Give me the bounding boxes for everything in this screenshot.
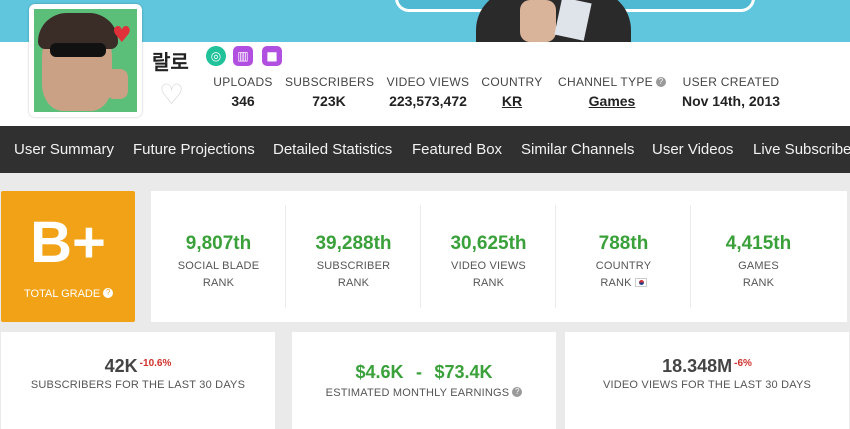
total-grade-value: B+ (30, 210, 106, 275)
rank-label: SUBSCRIBER (316, 260, 391, 272)
card-label: VIDEO VIEWS FOR THE LAST 30 DAYS (602, 379, 812, 391)
avatar-glasses (50, 43, 106, 57)
avatar-thumb (106, 69, 128, 99)
target-icon[interactable]: ◎ (206, 46, 226, 66)
video-icon[interactable]: ■ (262, 46, 282, 66)
rank-video-views: 30,625th VIDEO VIEWS RANK (421, 191, 556, 322)
rank-label: RANK (337, 277, 370, 289)
rank-label: RANK (600, 277, 632, 289)
rank-value: 30,625th (450, 233, 527, 254)
nav-user-videos[interactable]: User Videos (652, 141, 734, 158)
help-icon[interactable]: ? (512, 387, 523, 397)
divider (285, 205, 286, 308)
rank-label: RANK (202, 277, 235, 289)
rank-value: 4,415th (725, 233, 792, 254)
rank-label-wrap: RANK (556, 277, 691, 289)
country-link[interactable]: KR (501, 93, 523, 109)
rank-label: SOCIAL BLADE (177, 260, 260, 272)
rank-value: 9,807th (185, 233, 252, 254)
nav-featured-box[interactable]: Featured Box (412, 141, 503, 158)
nav-bar: User Summary Future Projections Detailed… (0, 126, 850, 173)
stat-label-wrap: CHANNEL TYPE? (556, 75, 668, 89)
divider (555, 205, 556, 308)
card-label-wrap: ESTIMATED MONTHLY EARNINGS? (292, 387, 556, 399)
views-30-days-card: 18.348M -6% VIDEO VIEWS FOR THE LAST 30 D… (565, 332, 849, 429)
card-label: ESTIMATED MONTHLY EARNINGS (325, 387, 510, 399)
card-value-row: $4.6K - $73.4K (292, 362, 556, 383)
channel-name: 랄로 (152, 50, 189, 74)
stat-uploads: UPLOADS 346 (210, 75, 276, 109)
channel-type-link[interactable]: Games (588, 93, 636, 109)
stat-subscribers: SUBSCRIBERS 723K (285, 75, 375, 109)
stat-user-created: USER CREATED Nov 14th, 2013 (680, 75, 782, 109)
rank-games: 4,415th GAMES RANK (691, 191, 826, 322)
divider (690, 205, 691, 308)
nav-future-projections[interactable]: Future Projections (133, 141, 255, 158)
stat-label: SUBSCRIBERS (285, 75, 375, 89)
earnings-separator: - (416, 362, 422, 382)
nav-similar-channels[interactable]: Similar Channels (521, 141, 635, 158)
subscribers-30-days-card: 42K -10.6% SUBSCRIBERS FOR THE LAST 30 DA… (1, 332, 275, 429)
chart-icon[interactable]: ▥ (233, 46, 253, 66)
card-value: 42K (104, 356, 138, 376)
change-badge: -10.6% (139, 358, 172, 369)
rank-value: 788th (598, 233, 649, 254)
rank-label: RANK (742, 277, 775, 289)
stat-label: VIDEO VIEWS (386, 75, 470, 89)
stat-label: UPLOADS (213, 75, 273, 89)
help-icon[interactable]: ? (655, 77, 666, 87)
card-label: SUBSCRIBERS FOR THE LAST 30 DAYS (30, 379, 246, 391)
rank-subscriber: 39,288th SUBSCRIBER RANK (286, 191, 421, 322)
stat-channel-type: CHANNEL TYPE? Games (556, 75, 668, 109)
total-grade-box: B+ TOTAL GRADE? (1, 191, 135, 322)
korea-flag-icon (634, 278, 647, 287)
divider (420, 205, 421, 308)
change-badge: -6% (734, 358, 752, 369)
stat-value: 223,573,472 (389, 93, 467, 109)
rank-value: 39,288th (315, 233, 392, 254)
stat-value: 723K (312, 93, 346, 109)
nav-detailed-statistics[interactable]: Detailed Statistics (273, 141, 393, 158)
rank-label: VIDEO VIEWS (451, 260, 526, 272)
card-value-row: 18.348M -6% (565, 356, 849, 377)
card-value: 18.348M (662, 356, 733, 376)
rank-label: RANK (472, 277, 505, 289)
stat-value: 346 (231, 93, 255, 109)
stat-label: CHANNEL TYPE (558, 75, 653, 89)
nav-live-subscriber[interactable]: Live Subscriber (753, 141, 850, 158)
rank-social-blade: 9,807th SOCIAL BLADE RANK (151, 191, 286, 322)
rank-country: 788th COUNTRY RANK (556, 191, 691, 322)
help-icon[interactable]: ? (103, 288, 114, 298)
total-grade-label: TOTAL GRADE (24, 288, 101, 300)
ranks-panel: 9,807th SOCIAL BLADE RANK 39,288th SUBSC… (151, 191, 847, 322)
nav-user-summary[interactable]: User Summary (14, 141, 115, 158)
stat-video-views: VIDEO VIEWS 223,573,472 (385, 75, 471, 109)
earnings-high: $73.4K (434, 362, 493, 382)
banner-hand (520, 0, 556, 42)
rank-label: COUNTRY (595, 260, 652, 272)
stat-country: COUNTRY KR (481, 75, 543, 109)
stat-label: COUNTRY (481, 75, 543, 89)
avatar: ♥ (29, 4, 142, 117)
total-grade-label-wrap: TOTAL GRADE? (24, 288, 114, 300)
heart-icon: ♥ (112, 23, 132, 48)
stat-label: USER CREATED (682, 75, 780, 89)
rank-label: GAMES (738, 260, 779, 272)
card-value-row: 42K -10.6% (1, 356, 275, 377)
earnings-low: $4.6K (355, 362, 404, 382)
avatar-image: ♥ (34, 9, 137, 112)
favorite-heart-icon[interactable]: ♡ (159, 78, 185, 111)
estimated-earnings-card: $4.6K - $73.4K ESTIMATED MONTHLY EARNING… (292, 332, 556, 429)
stat-value: Nov 14th, 2013 (681, 93, 781, 109)
